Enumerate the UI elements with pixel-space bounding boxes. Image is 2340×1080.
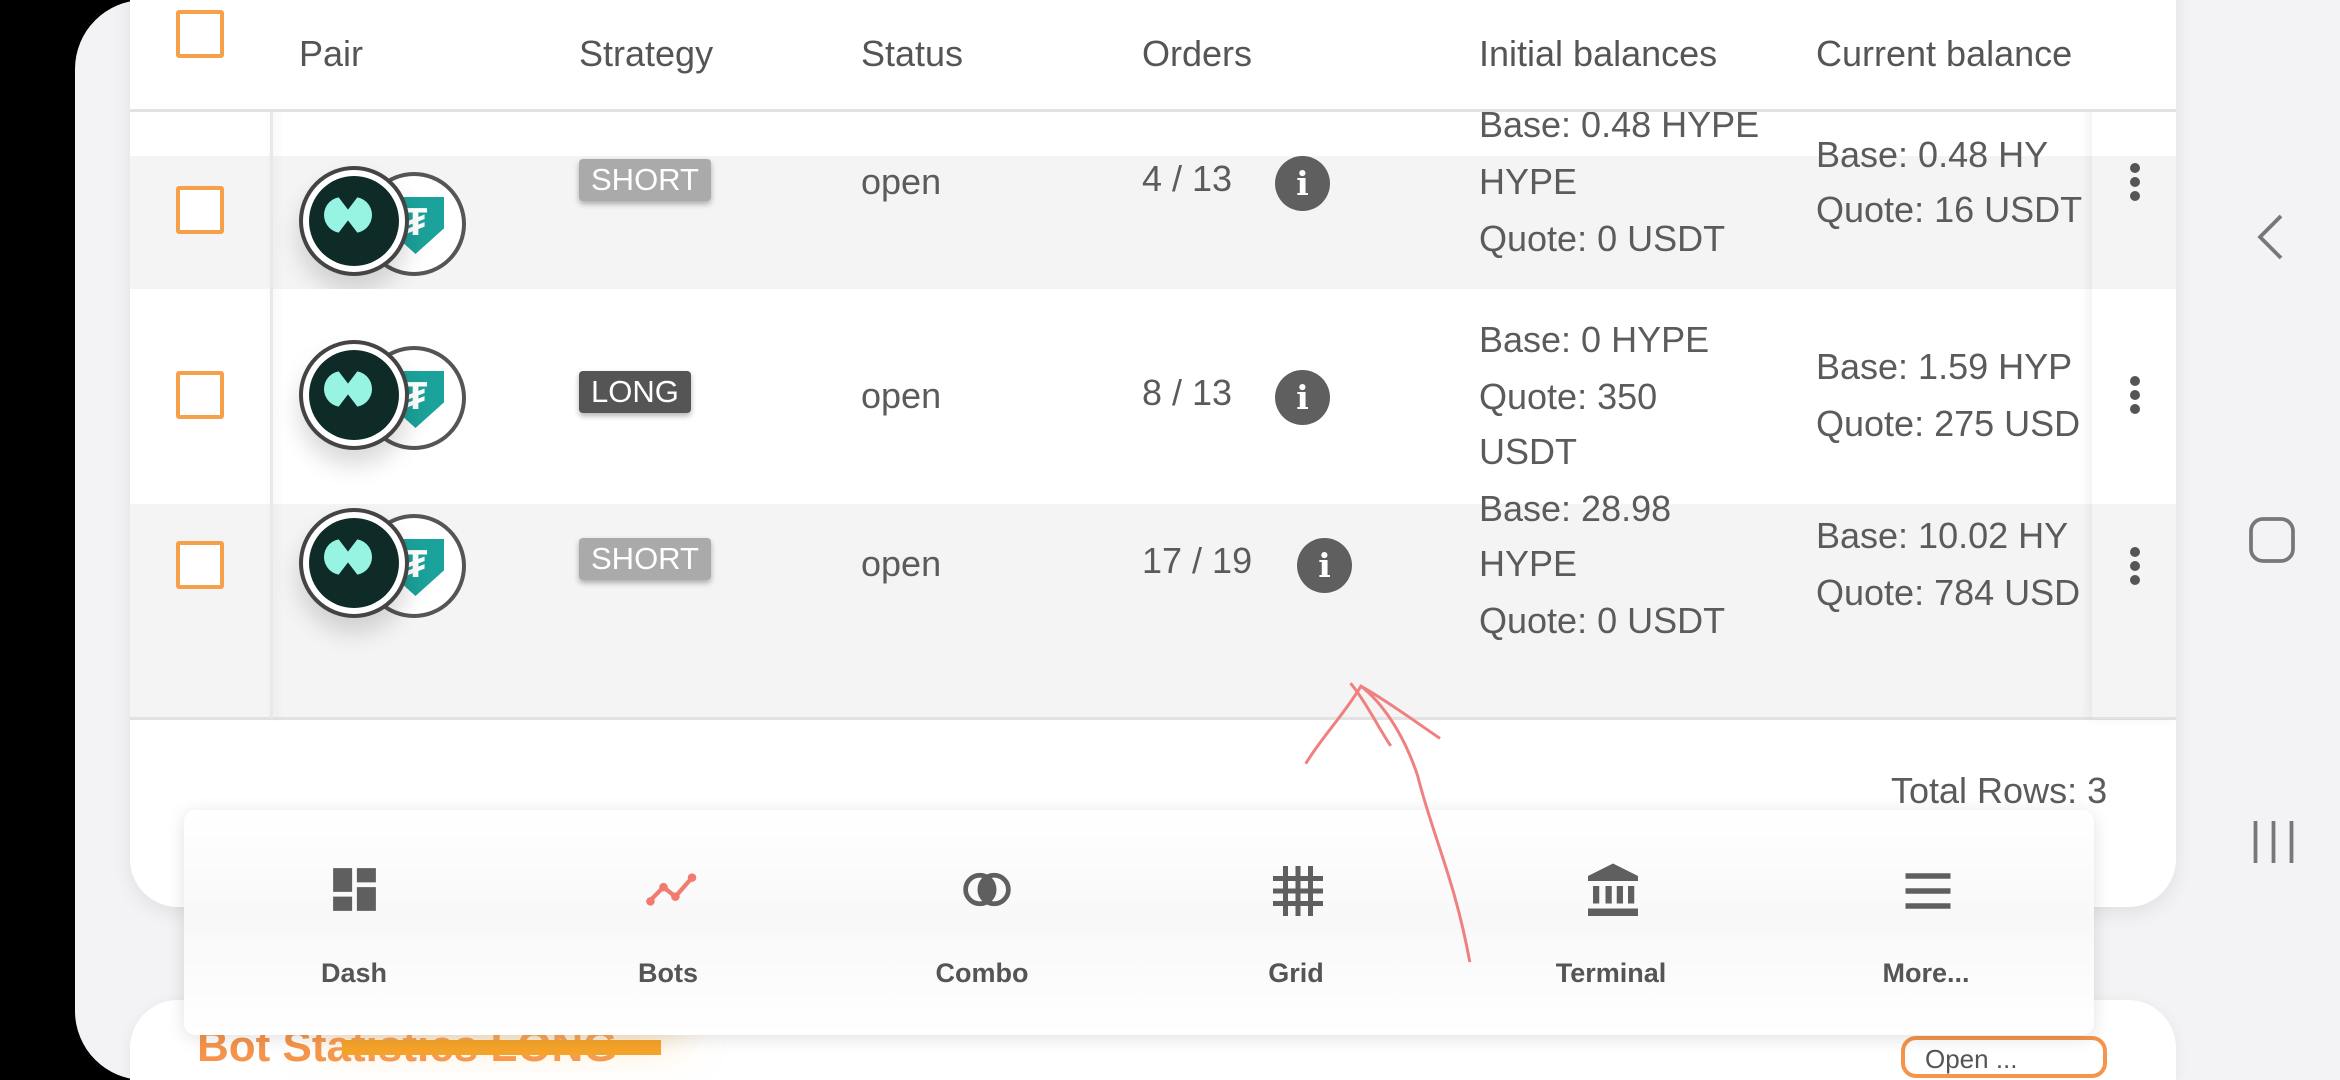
strategy-badge: SHORT: [579, 538, 711, 580]
nav-terminal[interactable]: Terminal: [1499, 810, 1723, 1035]
status-cell: open: [861, 543, 942, 584]
status-cell: open: [861, 161, 942, 202]
orders-cell: 17 / 19: [1142, 540, 1253, 581]
info-icon[interactable]: i: [1275, 370, 1330, 425]
initial-balance-line: Base: 28.98: [1479, 488, 1672, 529]
nav-label: Bots: [638, 958, 698, 988]
bots-table-card: ₮ SHORT open 4 / 13 i Base: 0.48 HYPE HY…: [130, 0, 2176, 907]
initial-balance-line: Base: 0 HYPE: [1479, 319, 1710, 360]
current-balance-line: Base: 0.48 HY: [1816, 134, 2049, 175]
nav-bots[interactable]: Bots: [556, 810, 780, 1035]
orders-cell: 4 / 13: [1142, 158, 1233, 199]
system-nav-bar: [2191, 0, 2340, 1080]
info-icon[interactable]: i: [1297, 538, 1352, 593]
header-strategy[interactable]: Strategy: [579, 33, 714, 74]
back-icon[interactable]: [2254, 213, 2290, 261]
nav-more[interactable]: More...: [1814, 810, 2038, 1035]
pair-icons: ₮: [299, 508, 471, 620]
current-balance-line: Quote: 784 USD: [1816, 572, 2081, 613]
nav-label: Dash: [320, 958, 388, 988]
hyperliquid-icon: [299, 166, 409, 276]
bank-icon: [1588, 863, 1638, 916]
more-actions-icon[interactable]: [2127, 376, 2142, 421]
sticky-column-divider: [270, 0, 273, 719]
header-initial-balances[interactable]: Initial balances: [1479, 33, 1718, 74]
initial-balance-line: Quote: 350: [1479, 376, 1658, 417]
bots-chart-icon: [646, 873, 697, 906]
menu-icon: [1905, 873, 1951, 909]
more-actions-icon[interactable]: [2127, 547, 2142, 592]
active-tab-indicator: [342, 1040, 661, 1055]
table-divider: [130, 717, 2176, 720]
hyperliquid-icon: [299, 340, 409, 450]
nav-label: Terminal: [1555, 958, 1667, 988]
initial-balance-line: USDT: [1479, 431, 1577, 472]
table-row: ₮ LONG open 8 / 13 i Base: 0 HYPE Quote:…: [130, 289, 2176, 504]
row-checkbox[interactable]: [176, 186, 224, 234]
nav-label: Grid: [1268, 958, 1324, 988]
nav-label: More...: [1882, 958, 1970, 988]
table-row: ₮ SHORT open 4 / 13 i Base: 0.48 HYPE HY…: [130, 104, 2176, 289]
header-status[interactable]: Status: [861, 33, 964, 74]
row-checkbox[interactable]: [176, 371, 224, 419]
dashboard-icon: [333, 868, 376, 911]
bottom-nav: Dash Bots Combo Grid Terminal More...: [184, 810, 2094, 1035]
open-button[interactable]: Open ...: [1901, 1036, 2107, 1078]
header-pair[interactable]: Pair: [299, 33, 364, 74]
home-icon[interactable]: [2248, 516, 2296, 564]
strategy-badge: SHORT: [579, 159, 711, 201]
initial-balance-line: Quote: 0 USDT: [1479, 218, 1726, 259]
header-current-balance[interactable]: Current balance: [1816, 33, 2073, 74]
nav-combo[interactable]: Combo: [870, 810, 1094, 1035]
current-balance-line: Quote: 275 USD: [1816, 403, 2081, 444]
combo-rings-icon: [963, 872, 1011, 907]
pair-icons: ₮: [299, 340, 471, 452]
nav-grid[interactable]: Grid: [1184, 810, 1408, 1035]
total-rows: Total Rows: 3: [1891, 770, 2108, 811]
strategy-badge: LONG: [579, 371, 691, 413]
pair-icons: ₮: [299, 166, 471, 278]
app-screen: ₮ SHORT open 4 / 13 i Base: 0.48 HYPE HY…: [75, 0, 2340, 1080]
row-checkbox[interactable]: [176, 541, 224, 589]
current-balance-line: Base: 10.02 HY: [1816, 515, 2069, 556]
orders-cell: 8 / 13: [1142, 372, 1233, 413]
grid-icon: [1273, 866, 1323, 916]
hyperliquid-icon: [299, 508, 409, 618]
initial-balance-line: HYPE: [1479, 543, 1578, 584]
current-balance-line: Quote: 16 USDT: [1816, 189, 2083, 230]
more-actions-icon[interactable]: [2127, 163, 2142, 208]
initial-balance-line: Quote: 0 USDT: [1479, 600, 1726, 641]
initial-balance-line: HYPE: [1479, 161, 1578, 202]
nav-label: Combo: [935, 958, 1029, 988]
current-balance-line: Base: 1.59 HYP: [1816, 346, 2073, 387]
recents-icon[interactable]: [2251, 818, 2296, 866]
info-icon[interactable]: i: [1275, 156, 1330, 211]
status-cell: open: [861, 375, 942, 416]
select-all-checkbox[interactable]: [176, 10, 224, 58]
table-row: ₮ SHORT open 17 / 19 i Base: 28.98 HYPE …: [130, 488, 2176, 717]
nav-dash[interactable]: Dash: [242, 810, 466, 1035]
table-header: Pair Strategy Status Orders Initial bala…: [130, 0, 2176, 112]
header-orders[interactable]: Orders: [1142, 33, 1253, 74]
